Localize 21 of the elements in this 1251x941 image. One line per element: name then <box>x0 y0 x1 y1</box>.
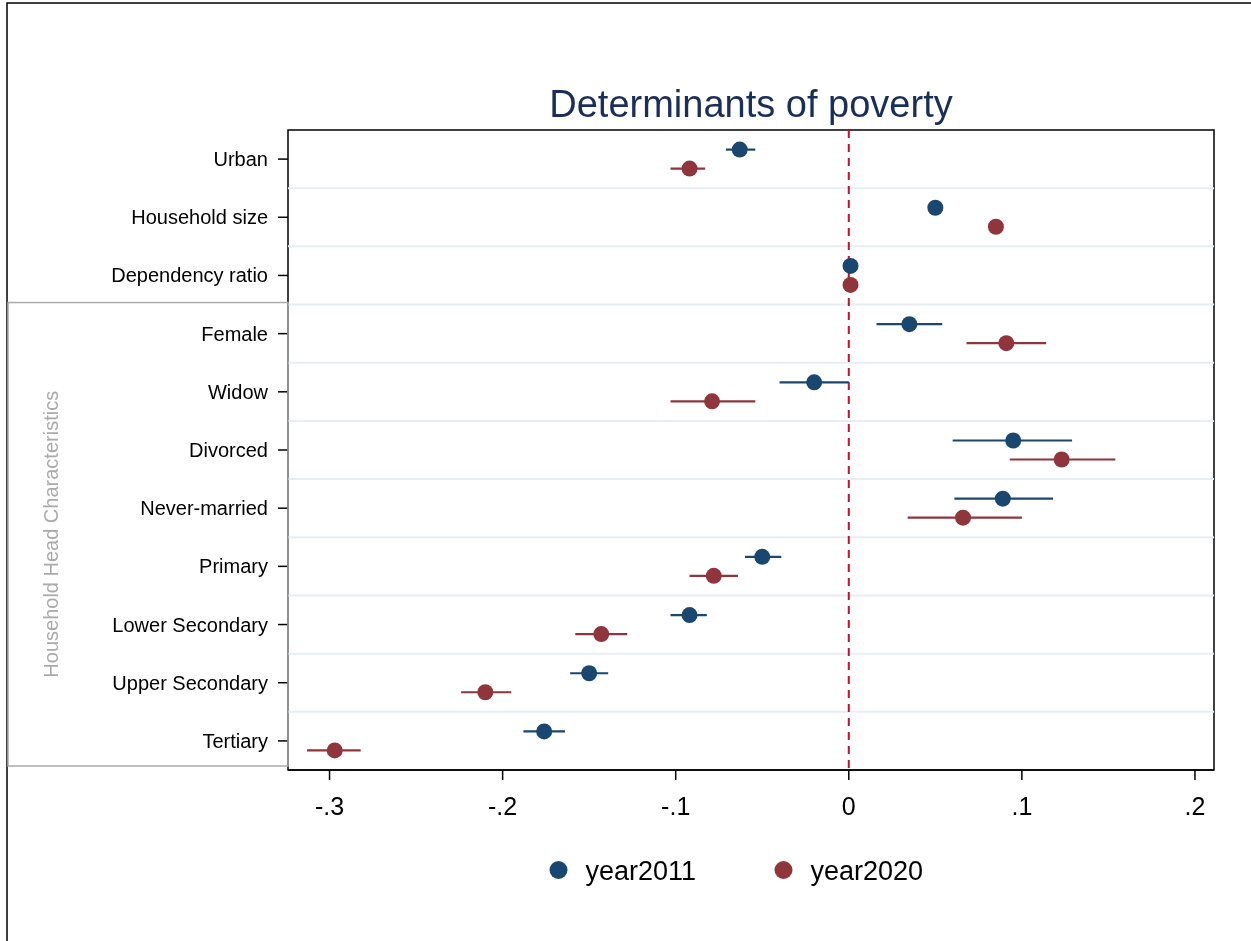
y-tick-label: Urban <box>213 148 268 171</box>
x-tick-label: .2 <box>1184 792 1206 820</box>
y-tick-label: Divorced <box>189 439 268 461</box>
x-tick-label: -.2 <box>488 792 518 820</box>
y-tick-label: Household size <box>131 206 268 229</box>
y-tick-label: Upper Secondary <box>112 671 268 694</box>
y-tick-label: Lower Secondary <box>112 613 268 636</box>
legend-label: year2020 <box>810 856 924 886</box>
text: Household Head Characteristics <box>40 390 62 678</box>
y-tick-label: Widow <box>207 380 269 403</box>
y-tick-label: Never-married <box>140 497 268 520</box>
y-tick-label: Tertiary <box>202 729 268 752</box>
y-tick-label: Primary <box>199 555 268 578</box>
legend-label: year2011 <box>585 856 697 886</box>
x-tick-label: -.3 <box>314 792 345 820</box>
y-tick-label: Female <box>201 322 268 345</box>
y-tick-label: Dependency ratio <box>111 264 268 287</box>
x-tick-label: 0 <box>841 792 856 820</box>
x-tick-label: .1 <box>1011 792 1033 820</box>
chart-title: Determinants of poverty <box>549 83 953 125</box>
x-tick-label: -.1 <box>661 792 691 820</box>
